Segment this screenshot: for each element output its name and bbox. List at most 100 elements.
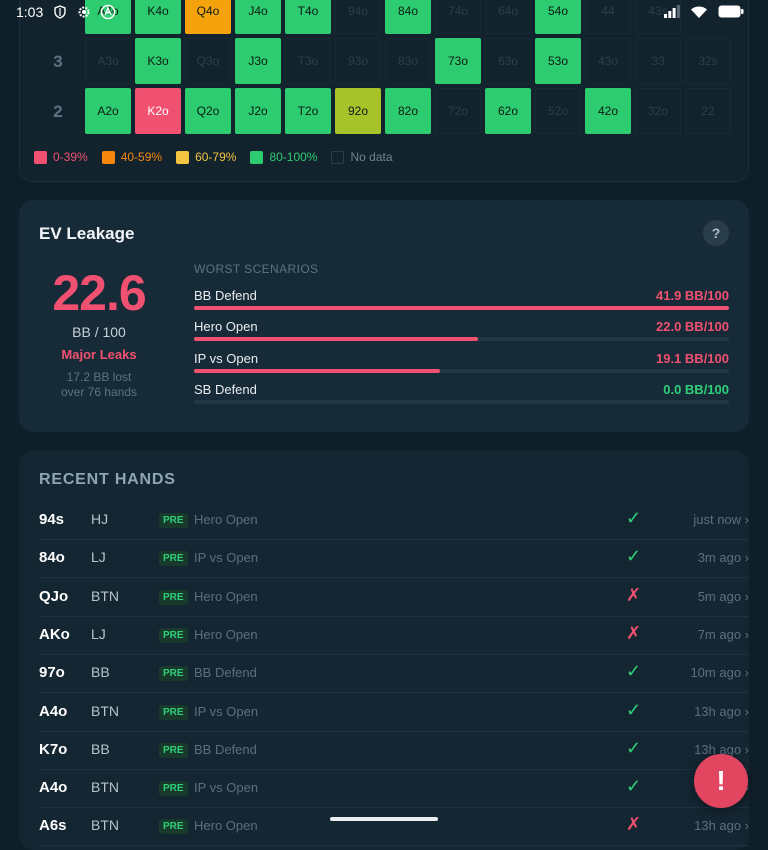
hand-position: LJ bbox=[91, 549, 106, 566]
street-badge: PRE bbox=[159, 704, 188, 720]
hand-cell[interactable]: Q4o bbox=[185, 0, 231, 34]
hand-cell[interactable]: 53o bbox=[535, 38, 581, 84]
hand-cards: AKo bbox=[39, 625, 70, 643]
hand-cell[interactable]: 63o bbox=[485, 38, 531, 84]
hand-position: BTN bbox=[91, 702, 119, 719]
home-indicator bbox=[330, 817, 438, 821]
hand-time: 13h ago › bbox=[694, 818, 749, 834]
hand-position: BB bbox=[91, 664, 110, 681]
hand-position: HJ bbox=[91, 511, 109, 527]
scenario-name: Hero Open bbox=[194, 319, 258, 334]
check-icon: ✓ bbox=[626, 699, 642, 720]
hand-cell[interactable]: A3o bbox=[85, 38, 131, 84]
hand-cell[interactable]: T4o bbox=[285, 0, 331, 34]
hand-cell[interactable]: 82o bbox=[385, 88, 431, 134]
shield-icon bbox=[52, 4, 68, 20]
hand-cell[interactable]: J4o bbox=[235, 0, 281, 34]
scenario-value: 41.9 BB/100 bbox=[656, 288, 729, 303]
legend-item: 80-100% bbox=[250, 150, 317, 164]
hand-position: LJ bbox=[91, 625, 106, 642]
hand-cell[interactable]: 83o bbox=[385, 38, 431, 84]
cross-icon: ✗ bbox=[626, 584, 642, 605]
hand-row[interactable]: QJo BTN PRE Hero Open 5m ago › ✗ bbox=[39, 578, 749, 617]
hand-cell[interactable]: 32o bbox=[635, 88, 681, 134]
hand-cards: 97o bbox=[39, 664, 65, 682]
hands-count: over 76 hands bbox=[60, 385, 138, 399]
hand-cell[interactable]: 33 bbox=[635, 38, 681, 84]
hand-cell[interactable]: Q3o bbox=[185, 38, 231, 84]
hand-cell[interactable]: A2o bbox=[85, 88, 131, 134]
hand-cell[interactable]: J3o bbox=[235, 38, 281, 84]
scenario-value: 19.1 BB/100 bbox=[656, 351, 729, 366]
hand-cell[interactable]: 52o bbox=[535, 88, 581, 134]
street-badge: PRE bbox=[159, 589, 188, 605]
hand-cell[interactable]: 62o bbox=[485, 88, 531, 134]
status-icons-right bbox=[664, 5, 744, 23]
worst-scenarios-header: WORST SCENARIOS bbox=[194, 262, 319, 276]
hand-cards: A6s bbox=[39, 817, 67, 835]
hand-cell[interactable]: T3o bbox=[285, 38, 331, 84]
hand-cell[interactable]: 72o bbox=[435, 88, 481, 134]
hand-row[interactable]: 84o LJ PRE IP vs Open 3m ago › ✓ bbox=[39, 539, 749, 579]
leak-status: Major Leaks bbox=[61, 347, 137, 362]
street-badge: PRE bbox=[159, 781, 188, 797]
hand-cell[interactable]: 43s bbox=[635, 0, 681, 34]
legend-label: 40-59% bbox=[120, 150, 163, 164]
street-badge: PRE bbox=[159, 666, 188, 682]
street-badge: PRE bbox=[159, 513, 188, 528]
hand-row[interactable]: AKo LJ PRE Hero Open 7m ago › ✗ bbox=[39, 616, 749, 655]
scenario-value: 0.0 BB/100 bbox=[663, 382, 729, 397]
check-icon: ✓ bbox=[626, 737, 642, 758]
hand-cell[interactable]: 44 bbox=[585, 0, 631, 34]
hand-row[interactable]: K7o BB PRE BB Defend 13h ago › ✓ bbox=[39, 731, 749, 770]
bb-lost-summary: 17.2 BB lost over 76 hands bbox=[39, 370, 159, 400]
hand-cell[interactable]: K3o bbox=[135, 38, 181, 84]
hand-cell[interactable]: 84o bbox=[385, 0, 431, 34]
bb-lost: 17.2 BB lost bbox=[66, 370, 132, 384]
hand-cell[interactable]: 74o bbox=[435, 0, 481, 34]
hand-row[interactable]: 94s HJ PRE Hero Open just now › ✓ bbox=[39, 501, 749, 540]
hand-scenario: BB Defend bbox=[194, 741, 257, 757]
hand-scenario: IP vs Open bbox=[194, 703, 259, 719]
hand-time: just now › bbox=[693, 512, 749, 527]
heatmap-row: 3 A3o K3o Q3o J3o T3o 93o 83o 73o 63o 53o 43o 33 32s bbox=[19, 38, 749, 86]
cross-icon: ✗ bbox=[626, 814, 642, 835]
hand-scenario: IP vs Open bbox=[194, 780, 259, 796]
status-bar: 1:03 bbox=[0, 0, 768, 26]
hand-time: 13h ago › bbox=[694, 741, 749, 757]
status-icons-left bbox=[52, 4, 116, 20]
hand-cell[interactable]: 32s bbox=[685, 38, 731, 84]
check-icon: ✓ bbox=[626, 546, 642, 567]
hand-cell[interactable]: 92o bbox=[335, 88, 381, 134]
hand-cell[interactable]: 93o bbox=[335, 38, 381, 84]
check-icon: ✓ bbox=[626, 776, 642, 797]
hand-cell[interactable]: Q2o bbox=[185, 88, 231, 134]
hand-cell[interactable]: 94o bbox=[335, 0, 381, 34]
hand-row[interactable]: 97o BB PRE BB Defend 10m ago › ✓ bbox=[39, 654, 749, 694]
legend-swatch bbox=[176, 150, 190, 164]
hand-cell[interactable]: J2o bbox=[235, 88, 281, 134]
hand-cell[interactable]: K2o bbox=[135, 88, 181, 134]
hand-position: BTN bbox=[91, 817, 119, 834]
hand-cell[interactable]: 22 bbox=[685, 88, 731, 134]
scenario-row: BB Defend 41.9 BB/100 bbox=[194, 288, 729, 318]
hand-cell[interactable]: 54o bbox=[535, 0, 581, 34]
hand-cell[interactable]: 73o bbox=[435, 38, 481, 84]
hand-cell[interactable]: T2o bbox=[285, 88, 331, 134]
report-leak-button[interactable]: ! bbox=[694, 754, 748, 808]
scenario-bar-fill bbox=[194, 369, 441, 373]
heatmap-row: 2 A2o K2o Q2o J2o T2o 92o 82o 72o 62o 52o 42o 32o 22 bbox=[19, 88, 749, 136]
hand-cell[interactable]: K4o bbox=[135, 0, 181, 34]
recent-hands-card: RECENT HANDS 94s HJ PRE Hero Open just now ›… bbox=[19, 450, 749, 850]
hand-scenario: BB Defend bbox=[194, 665, 257, 681]
help-button[interactable]: ? bbox=[703, 220, 729, 246]
settings-icon bbox=[76, 4, 92, 20]
card-title: EV Leakage bbox=[39, 224, 135, 243]
hand-row[interactable]: A6s BTN PRE Hero Open 13h ago › ✗ bbox=[39, 807, 749, 847]
hand-cell[interactable]: 64o bbox=[485, 0, 531, 34]
cross-icon: ✗ bbox=[626, 622, 642, 643]
hand-cell[interactable]: 43o bbox=[585, 38, 631, 84]
hand-cell[interactable]: 42o bbox=[585, 88, 631, 134]
